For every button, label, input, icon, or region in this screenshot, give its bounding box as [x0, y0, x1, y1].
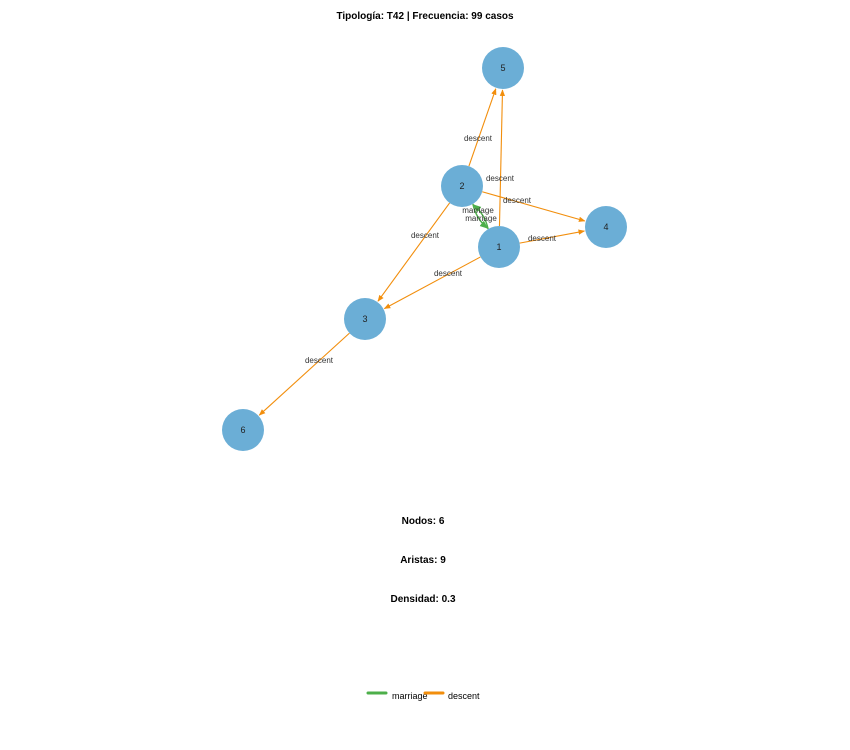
node-label-1: 1	[496, 242, 501, 252]
legend: marriage descent	[366, 691, 480, 701]
node-label-4: 4	[603, 222, 608, 232]
node-label-6: 6	[240, 425, 245, 435]
edge-2-3-descent	[377, 202, 451, 302]
node-label-3: 3	[362, 314, 367, 324]
edge-label-2-1: marriage	[462, 206, 494, 215]
node-6: 6	[222, 409, 264, 451]
stat-node-count: Nodos: 6	[402, 516, 445, 527]
edge-label-2-5: descent	[464, 134, 493, 143]
edge-1-5-descent	[498, 89, 506, 227]
edge-1-4-descent	[519, 229, 586, 244]
edge-label-2-4: descent	[503, 196, 532, 205]
legend-label-descent: descent	[448, 691, 480, 701]
node-circle-4	[585, 206, 627, 248]
node-label-2: 2	[459, 181, 464, 191]
legend-label-marriage: marriage	[392, 691, 428, 701]
node-3: 3	[344, 298, 386, 340]
node-4: 4	[585, 206, 627, 248]
diagram-title: Tipología: T42 | Frecuencia: 99 casos	[336, 11, 514, 22]
stat-edge-count: Aristas: 9	[400, 555, 446, 566]
edge-label-3-6: descent	[305, 356, 334, 365]
node-circle-3	[344, 298, 386, 340]
node-label-5: 5	[500, 63, 505, 73]
edges-layer	[258, 88, 586, 416]
edge-2-4-descent	[482, 191, 586, 222]
edge-label-1-3: descent	[434, 269, 463, 278]
edge-2-5-descent	[468, 88, 497, 167]
node-circle-2	[441, 165, 483, 207]
edge-label-2-3: descent	[411, 231, 440, 240]
node-5: 5	[482, 47, 524, 89]
node-circle-5	[482, 47, 524, 89]
edge-labels-layer: descent descent descent descent descent desce…	[305, 134, 557, 365]
edge-label-1-4: descent	[528, 234, 557, 243]
edge-3-6-descent	[258, 332, 350, 416]
node-1: 1	[478, 226, 520, 268]
nodes-layer: 1 2 3 4 5 6	[222, 47, 627, 451]
edge-1-3-descent	[383, 256, 481, 310]
node-circle-1	[478, 226, 520, 268]
node-circle-6	[222, 409, 264, 451]
edge-label-1-5: descent	[486, 174, 515, 183]
edge-2-1-marriage	[472, 203, 489, 229]
node-2: 2	[441, 165, 483, 207]
stat-density: Densidad: 0.3	[390, 594, 455, 605]
edge-label-1-2: marriage	[465, 214, 497, 223]
